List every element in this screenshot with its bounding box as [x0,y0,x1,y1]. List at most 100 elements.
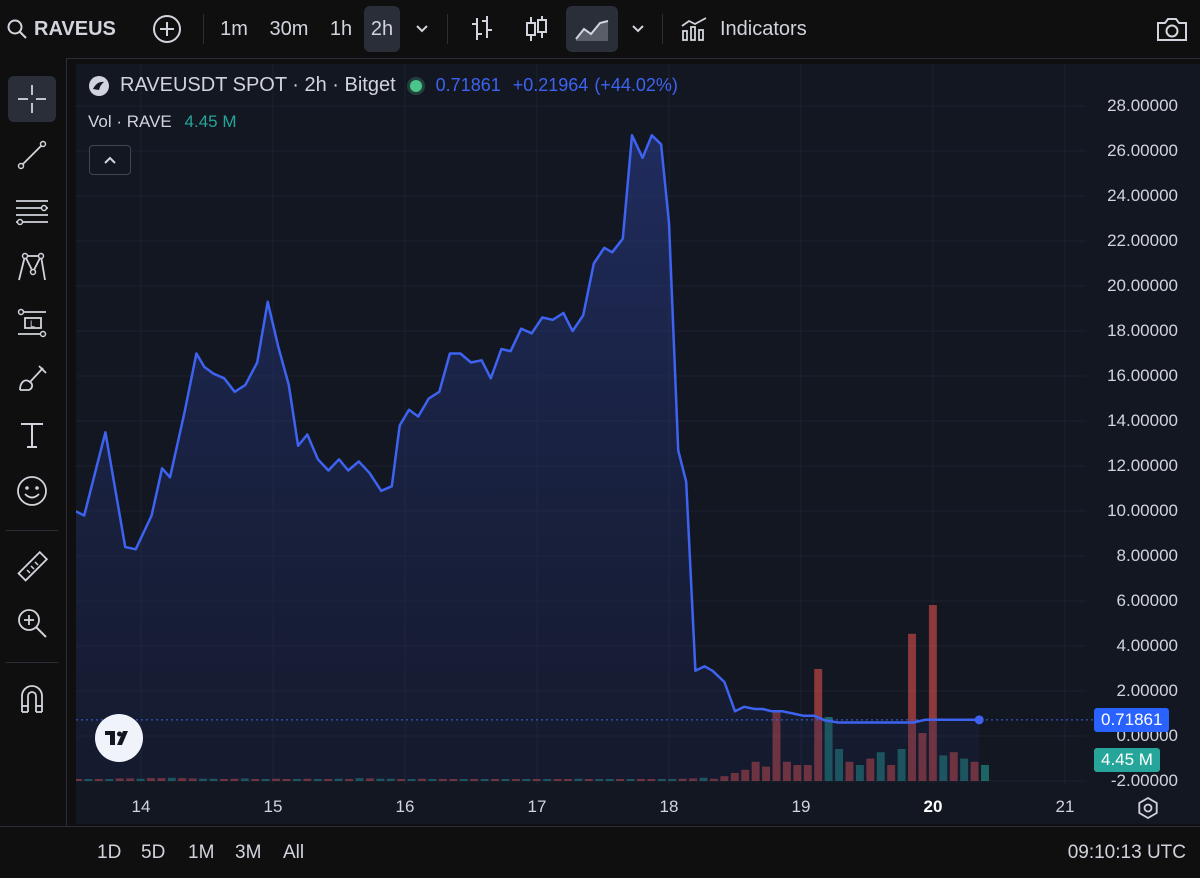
volume-bar [981,765,989,781]
top-toolbar: RAVEUS 1m 30m 1h 2h Indicators [0,0,1200,59]
add-symbol-button[interactable] [148,0,186,58]
area-chart-button[interactable] [566,6,618,52]
bottom-toolbar: 1D 5D 1M 3M All 09:10:13 UTC [0,826,1200,878]
utc-clock[interactable]: 09:10:13 UTC [1067,841,1186,863]
y-tick-label: 28.00000 [1107,96,1178,115]
chart-type-dropdown[interactable] [624,0,652,58]
y-tick-label: 8.00000 [1116,546,1178,565]
candles-icon [526,16,547,41]
fib-lines-icon [16,200,48,226]
emoji-icon [17,476,47,506]
text-tool[interactable] [8,412,56,458]
price-change-percent: (+44.02%) [594,75,678,95]
interval-1h[interactable]: 1h [329,17,353,40]
y-tick-label: 12.00000 [1107,456,1178,475]
magnet-icon [21,685,43,713]
collapse-legend-button[interactable] [89,145,131,175]
magnet-tool[interactable] [8,676,56,722]
toolbar-separator [662,14,663,44]
exchange-logo-icon [89,75,109,96]
last-price-marker [974,715,984,725]
y-tick-label: 4.00000 [1116,636,1178,655]
pattern-tool[interactable] [8,244,56,290]
range-1d[interactable]: 1D [97,841,122,863]
svg-text:L: L [30,319,35,329]
drawing-toolbar: L [0,58,67,877]
x-tick-label: 21 [1055,797,1075,816]
add-symbol-icon [153,15,181,43]
settings-icon [1138,796,1158,820]
symbol-title: RAVEUSDT SPOT · 2h · Bitget [120,74,396,96]
chart-pane[interactable] [76,64,1200,824]
range-5d[interactable]: 5D [141,841,166,863]
pattern-icon [18,252,46,281]
last-price: 0.71861 [435,75,501,95]
tradingview-logo[interactable] [95,714,143,762]
interval-2h[interactable]: 2h [364,6,400,52]
trend-line-icon [17,140,47,170]
volume-axis-badge: 4.45 M [1094,748,1160,772]
x-tick-label: 17 [527,797,547,816]
chart-type-dropdown-icon [632,25,644,33]
volume-bar [928,605,937,781]
toolbar-separator [6,530,58,531]
price-chart[interactable] [76,64,1200,824]
chart-legend: RAVEUSDT SPOT · 2h · Bitget 0.71861 +0.2… [88,74,678,97]
crosshair-tool[interactable] [8,76,56,122]
bars-chart-button[interactable] [462,0,502,58]
price-axis-badge: 0.71861 [1094,707,1170,732]
volume-bar [908,633,916,781]
text-icon [21,423,43,448]
volume-label: Vol · RAVE [88,112,172,131]
emoji-tool[interactable] [8,468,56,514]
range-3m[interactable]: 3M [235,841,262,863]
price-area-fill [76,135,980,781]
x-tick-label: 18 [659,797,679,816]
position-tool[interactable]: L [8,300,56,346]
toolbar-separator [203,14,204,44]
y-tick-label: -2.00000 [1110,771,1178,790]
x-tick-label: 19 [791,797,811,816]
candles-chart-button[interactable] [516,0,556,58]
y-tick-label: 26.00000 [1107,141,1178,160]
y-tick-label: 24.00000 [1107,186,1178,205]
toolbar-separator [6,662,58,663]
indicators-button[interactable]: Indicators [680,0,826,58]
indicators-label: Indicators [720,17,807,40]
symbol-search[interactable]: RAVEUS [6,0,124,58]
volume-value: 4.45 M [184,112,237,131]
brush-icon [19,365,47,391]
ruler-tool[interactable] [8,544,56,590]
camera-icon [1157,18,1187,41]
tradingview-logo-icon [105,731,128,745]
search-icon [7,19,27,39]
chevron-up-icon [104,156,116,164]
y-tick-label: 18.00000 [1107,321,1178,340]
fib-lines-tool[interactable] [8,188,56,234]
zoom-tool[interactable] [8,600,56,646]
axis-settings-button[interactable] [1134,794,1162,822]
brush-tool[interactable] [8,356,56,402]
range-all[interactable]: All [283,841,305,863]
interval-dropdown[interactable] [408,0,436,58]
y-tick-label: 14.00000 [1107,411,1178,430]
x-tick-label: 20 [923,797,943,816]
bars-icon [472,16,492,40]
x-tick-label: 14 [131,797,151,816]
y-tick-label: 22.00000 [1107,231,1178,250]
zoom-icon [18,609,47,638]
interval-dropdown-icon [416,25,428,33]
position-icon: L [17,308,47,338]
area-chart-icon [575,20,609,41]
range-1m[interactable]: 1M [188,841,215,863]
volume-legend: Vol · RAVE 4.45 M [88,112,237,132]
x-tick-label: 16 [395,797,415,816]
interval-1m[interactable]: 1m [220,17,248,40]
screenshot-button[interactable] [1150,0,1194,58]
market-status-dot [409,79,422,92]
symbol-label: RAVEUS [34,17,116,40]
ruler-icon [17,550,49,582]
trend-line-tool[interactable] [8,132,56,178]
interval-30m[interactable]: 30m [269,17,309,40]
y-tick-label: 20.00000 [1107,276,1178,295]
